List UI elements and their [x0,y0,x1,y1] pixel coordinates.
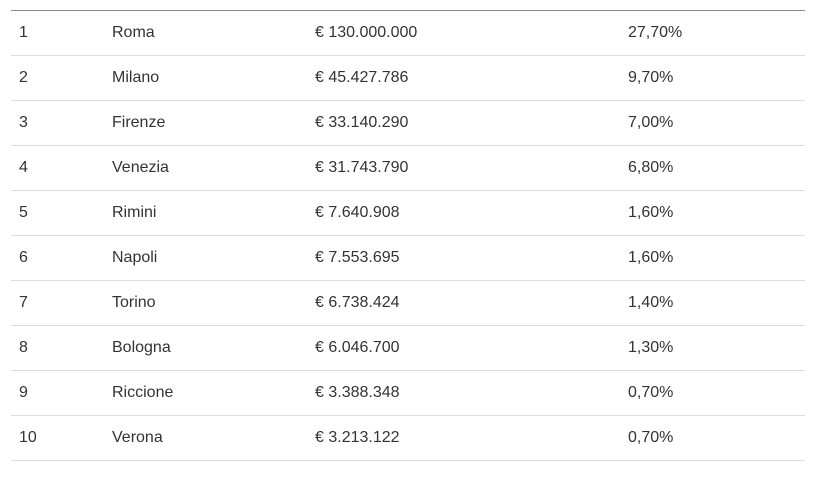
percent-cell: 1,60% [628,190,805,236]
rank-cell: 9 [11,370,112,416]
city-cell: Verona [112,415,315,461]
city-cell: Venezia [112,145,315,191]
amount-cell: € 130.000.000 [315,10,628,56]
amount-cell: € 45.427.786 [315,55,628,101]
amount-cell: € 6.738.424 [315,280,628,326]
amount-cell: € 7.553.695 [315,235,628,281]
city-ranking-table: 1 Roma € 130.000.000 27,70% 2 Milano € 4… [11,10,805,461]
city-cell: Bologna [112,325,315,371]
rank-cell: 1 [11,10,112,56]
rank-cell: 6 [11,235,112,281]
city-cell: Torino [112,280,315,326]
table-row: 4 Venezia € 31.743.790 6,80% [11,145,805,191]
amount-cell: € 6.046.700 [315,325,628,371]
table-row: 3 Firenze € 33.140.290 7,00% [11,100,805,146]
percent-cell: 9,70% [628,55,805,101]
table-body: 1 Roma € 130.000.000 27,70% 2 Milano € 4… [11,10,805,461]
percent-cell: 6,80% [628,145,805,191]
table-row: 10 Verona € 3.213.122 0,70% [11,415,805,461]
rank-cell: 10 [11,415,112,461]
city-ranking-table-container: 1 Roma € 130.000.000 27,70% 2 Milano € 4… [11,10,805,461]
city-cell: Roma [112,10,315,56]
percent-cell: 1,40% [628,280,805,326]
city-cell: Riccione [112,370,315,416]
amount-cell: € 3.388.348 [315,370,628,416]
rank-cell: 3 [11,100,112,146]
table-row: 2 Milano € 45.427.786 9,70% [11,55,805,101]
amount-cell: € 7.640.908 [315,190,628,236]
rank-cell: 4 [11,145,112,191]
table-row: 7 Torino € 6.738.424 1,40% [11,280,805,326]
table-row: 6 Napoli € 7.553.695 1,60% [11,235,805,281]
city-cell: Firenze [112,100,315,146]
table-row: 1 Roma € 130.000.000 27,70% [11,10,805,56]
city-cell: Rimini [112,190,315,236]
amount-cell: € 31.743.790 [315,145,628,191]
city-cell: Napoli [112,235,315,281]
percent-cell: 27,70% [628,10,805,56]
percent-cell: 1,30% [628,325,805,371]
rank-cell: 8 [11,325,112,371]
rank-cell: 2 [11,55,112,101]
table-row: 5 Rimini € 7.640.908 1,60% [11,190,805,236]
table-row: 9 Riccione € 3.388.348 0,70% [11,370,805,416]
amount-cell: € 33.140.290 [315,100,628,146]
rank-cell: 7 [11,280,112,326]
amount-cell: € 3.213.122 [315,415,628,461]
table-row: 8 Bologna € 6.046.700 1,30% [11,325,805,371]
city-cell: Milano [112,55,315,101]
rank-cell: 5 [11,190,112,236]
percent-cell: 0,70% [628,415,805,461]
percent-cell: 0,70% [628,370,805,416]
percent-cell: 7,00% [628,100,805,146]
percent-cell: 1,60% [628,235,805,281]
